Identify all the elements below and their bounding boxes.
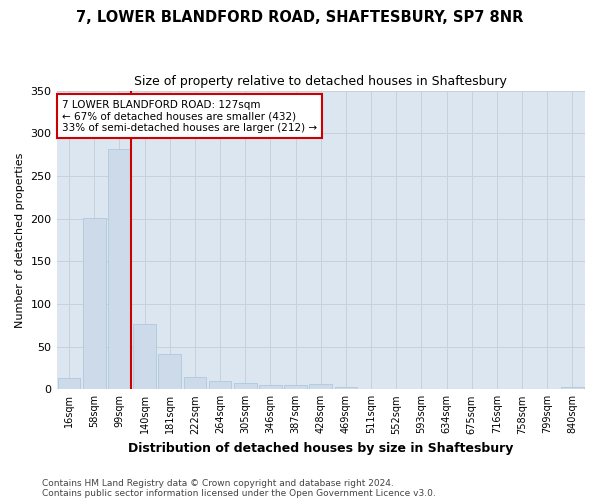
Text: Contains public sector information licensed under the Open Government Licence v3: Contains public sector information licen…	[42, 488, 436, 498]
Bar	[158, 354, 181, 390]
Bar	[108, 150, 131, 390]
Title: Size of property relative to detached houses in Shaftesbury: Size of property relative to detached ho…	[134, 75, 507, 88]
Bar	[209, 381, 232, 390]
Bar	[58, 378, 80, 390]
Bar	[184, 378, 206, 390]
Bar	[259, 385, 282, 390]
Text: Contains HM Land Registry data © Crown copyright and database right 2024.: Contains HM Land Registry data © Crown c…	[42, 478, 394, 488]
Bar	[284, 385, 307, 390]
Bar	[310, 384, 332, 390]
Bar	[133, 324, 156, 390]
Text: 7, LOWER BLANDFORD ROAD, SHAFTESBURY, SP7 8NR: 7, LOWER BLANDFORD ROAD, SHAFTESBURY, SP…	[76, 10, 524, 25]
Bar	[234, 384, 257, 390]
Text: 7 LOWER BLANDFORD ROAD: 127sqm
← 67% of detached houses are smaller (432)
33% of: 7 LOWER BLANDFORD ROAD: 127sqm ← 67% of …	[62, 100, 317, 132]
Bar	[561, 386, 584, 390]
Bar	[83, 218, 106, 390]
Bar	[335, 386, 357, 390]
X-axis label: Distribution of detached houses by size in Shaftesbury: Distribution of detached houses by size …	[128, 442, 514, 455]
Y-axis label: Number of detached properties: Number of detached properties	[15, 152, 25, 328]
